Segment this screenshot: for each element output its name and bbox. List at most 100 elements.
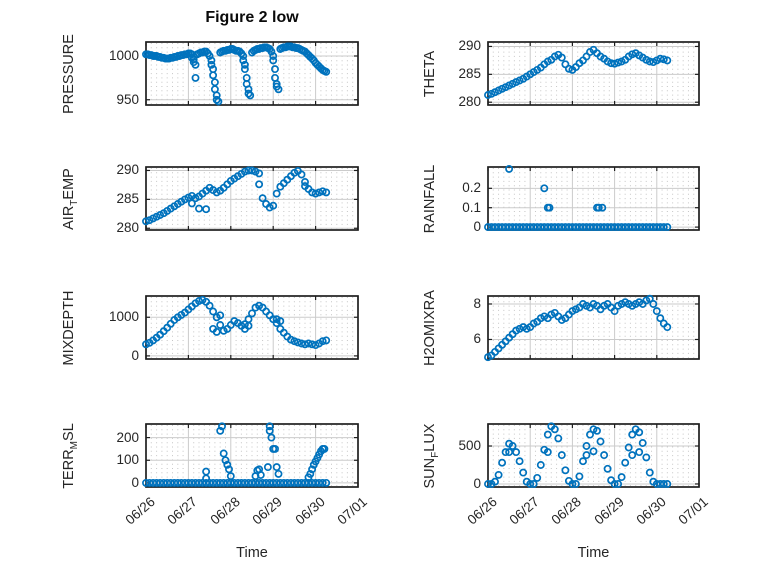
y-axis-label-mixdepth: MIXDEPTH: [59, 248, 79, 408]
axis-tick-marks: [145, 42, 359, 105]
y-tick-label: 200: [116, 429, 139, 445]
x-tick-label: 06/30: [292, 494, 328, 528]
data-points: [484, 422, 672, 488]
major-grid: [488, 167, 699, 230]
y-tick-label: 290: [116, 162, 139, 178]
x-tick-label: 06/26: [122, 494, 158, 528]
major-grid: [488, 424, 699, 487]
x-tick-label: 06/27: [506, 494, 543, 528]
plot-area-air_temp: [142, 166, 359, 231]
axes-frame: [145, 166, 359, 231]
axes-frame: [487, 166, 700, 231]
major-grid: [146, 424, 358, 487]
x-tick-label: 06/28: [207, 494, 243, 528]
axis-tick-marks: [145, 424, 359, 487]
y-tick-label: 6: [473, 331, 481, 347]
minor-grid: [492, 297, 695, 358]
y-tick-label: 0: [473, 475, 481, 491]
y-tick-label: 0: [131, 347, 139, 363]
y-axis-label-rainfall: RAINFALL: [420, 119, 440, 279]
plot-area-terr_msl: [142, 422, 359, 488]
data-points: [484, 45, 672, 99]
minor-grid: [492, 425, 695, 486]
minor-grid: [492, 43, 695, 104]
x-axis-label-right: Time: [577, 545, 610, 561]
x-tick-label: 07/01: [675, 494, 711, 528]
data-points: [142, 422, 331, 487]
axis-tick-marks: [145, 167, 359, 230]
y-tick-label: 0: [473, 219, 481, 235]
minor-grid: [150, 425, 354, 486]
y-axis-label-text: AIR: [61, 205, 77, 230]
y-tick-label: 0.2: [462, 180, 481, 196]
x-tick-label: 06/28: [548, 494, 585, 528]
x-tick-label: 06/29: [249, 494, 286, 528]
y-axis-label-terr_msl: TERRMSL: [59, 376, 80, 536]
x-tick-label: 06/29: [591, 494, 627, 528]
minor-grid: [150, 168, 354, 229]
y-axis-label-pressure: PRESSURE: [59, 0, 79, 154]
y-axis-label-text: EMP: [61, 167, 77, 200]
major-grid: [146, 296, 358, 359]
y-tick-label: 1000: [108, 309, 139, 325]
axes-frame: [145, 41, 359, 106]
y-tick-label: 285: [116, 191, 139, 207]
x-tick-label: 06/30: [633, 494, 669, 528]
y-tick-label: 280: [458, 94, 481, 110]
figure-title: Figure 2 low: [205, 9, 299, 26]
y-axis-label-theta: THETA: [420, 0, 440, 154]
major-grid: [146, 42, 358, 105]
y-axis-label-text: TERR: [61, 448, 77, 489]
major-grid: [488, 296, 699, 359]
y-tick-label: 500: [458, 438, 481, 453]
axis-tick-marks: [487, 167, 700, 230]
y-axis-label-sun_flux: SUNFLUX: [420, 376, 441, 536]
minor-grid: [150, 43, 354, 104]
plot-area-sun_flux: [484, 422, 700, 488]
y-axis-label-text: PRESSURE: [61, 33, 77, 114]
data-points: [484, 294, 672, 362]
y-tick-label: 1000: [108, 48, 139, 63]
plot-area-h2omixra: [484, 294, 700, 362]
x-axis-label-left: Time: [236, 545, 268, 561]
y-axis-label-text: MIXDEPTH: [61, 290, 77, 365]
y-axis-label-text: THETA: [422, 50, 438, 97]
axis-tick-marks: [487, 424, 700, 487]
x-tick-label: 06/26: [464, 494, 500, 528]
minor-grid: [492, 168, 695, 229]
plot-area-pressure: [142, 41, 359, 106]
y-axis-label-text: SL: [61, 422, 77, 441]
axes-frame: [145, 423, 359, 488]
x-tick-label: 07/01: [334, 494, 370, 528]
y-axis-label-text: LUX: [422, 423, 438, 452]
y-axis-label-air_temp: AIRTEMP: [59, 119, 80, 279]
minor-grid: [150, 297, 354, 358]
axis-tick-marks: [487, 296, 700, 359]
x-tick-label: 06/27: [164, 494, 201, 528]
y-axis-label-text: H2OMIXRA: [422, 289, 438, 366]
y-tick-label: 290: [458, 38, 481, 54]
data-points: [484, 164, 672, 232]
axes-frame: [487, 41, 700, 106]
y-axis-label-text: SUN: [422, 457, 438, 488]
y-tick-label: 950: [116, 91, 139, 107]
axis-tick-marks: [145, 296, 359, 359]
axis-tick-marks: [487, 42, 700, 105]
y-tick-label: 0.1: [462, 199, 481, 215]
axes-frame: [487, 423, 700, 488]
y-axis-label-h2omixra: H2OMIXRA: [420, 248, 440, 408]
y-tick-label: 8: [473, 295, 481, 311]
y-tick-label: 285: [458, 66, 481, 82]
axes-frame: [487, 295, 700, 360]
plot-area-mixdepth: [142, 295, 359, 360]
y-axis-label-subscript: M: [68, 440, 80, 449]
